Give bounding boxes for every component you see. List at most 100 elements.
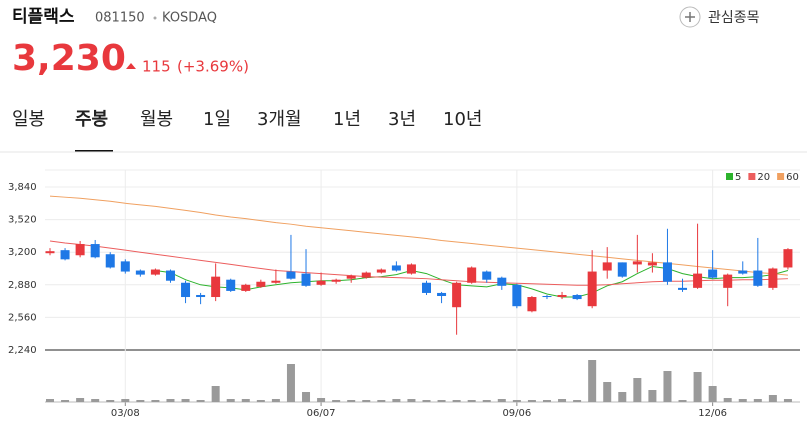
volume-bar xyxy=(211,386,220,402)
x-tick-label: 03/08 xyxy=(111,408,140,419)
candle-body xyxy=(572,294,582,300)
volume-bar xyxy=(136,400,145,402)
tab[interactable]: 일봉 xyxy=(12,109,45,130)
candle-body xyxy=(135,270,145,275)
candle-body xyxy=(60,250,70,260)
tab[interactable]: 1일 xyxy=(203,109,231,130)
candle-body xyxy=(256,281,266,287)
candle-body xyxy=(527,297,537,312)
ma-line xyxy=(49,240,788,286)
volume-bar xyxy=(151,400,160,402)
price: 3,230 xyxy=(12,38,126,79)
candle-body xyxy=(467,267,477,283)
separator-dot xyxy=(153,16,157,20)
volume-bar xyxy=(392,399,401,402)
volume-bar xyxy=(527,400,536,402)
watch-label[interactable]: 관심종목 xyxy=(708,10,760,26)
volume-bar xyxy=(633,378,642,402)
market: KOSDAQ xyxy=(162,11,217,26)
candle-body xyxy=(181,282,191,298)
x-tick-label: 06/07 xyxy=(307,408,336,419)
y-tick-label: 3,840 xyxy=(8,182,37,193)
volume-bar xyxy=(121,399,130,402)
up-arrow xyxy=(126,63,136,69)
volume-bar xyxy=(723,398,732,402)
legend-swatch xyxy=(748,173,756,180)
volume-bar xyxy=(61,400,70,402)
candle-body xyxy=(361,272,371,278)
legend-swatch xyxy=(777,173,785,180)
legend-label: 5 xyxy=(735,172,741,183)
legend-label: 20 xyxy=(757,172,770,183)
candle-body xyxy=(286,271,296,279)
volume-bar xyxy=(286,364,295,402)
plus-icon xyxy=(685,12,695,22)
x-tick-label: 09/06 xyxy=(502,408,531,419)
candle-body xyxy=(226,279,236,291)
tab[interactable]: 3개월 xyxy=(257,109,302,130)
candle-body xyxy=(271,280,281,283)
volume-bar xyxy=(542,400,551,402)
volume-bar xyxy=(708,386,717,402)
watch-button[interactable]: 관심종목 xyxy=(679,6,760,28)
candle-body xyxy=(241,284,251,291)
candle-body xyxy=(346,275,356,279)
change: 115 xyxy=(142,58,171,76)
candle-body xyxy=(90,244,100,258)
volume-bar xyxy=(693,372,702,402)
volume-bar xyxy=(271,399,280,402)
candle-body xyxy=(196,294,206,298)
candle-body xyxy=(662,262,672,282)
volume-bar xyxy=(588,360,597,402)
candle-body xyxy=(452,282,462,308)
candle-body xyxy=(632,261,642,265)
chart: 3,840 3,520 3,200 2,880 2,560 2,240 03/08 06/07… xyxy=(8,169,800,419)
volume-bar xyxy=(317,398,326,402)
candle-body xyxy=(437,292,447,297)
change-rate: (+3.69%) xyxy=(177,58,249,76)
tab[interactable]: 1년 xyxy=(333,109,361,130)
candle-body xyxy=(482,271,492,280)
volume-bar xyxy=(46,399,54,402)
y-tick-label: 2,880 xyxy=(8,280,37,291)
candle-body xyxy=(602,262,612,271)
candle-body xyxy=(783,249,793,268)
volume-bar xyxy=(497,399,506,402)
tab[interactable]: 10년 xyxy=(443,109,482,130)
volume-bar xyxy=(181,399,190,402)
volume-bar xyxy=(226,399,235,402)
candle-body xyxy=(557,294,567,298)
candle-body xyxy=(512,284,522,307)
candle-body xyxy=(75,244,85,256)
volume-bar xyxy=(362,400,371,402)
period-tabs: 일봉 주봉 월봉 1일 3개월 1년 3년 10년 xyxy=(12,109,482,152)
volume-bar xyxy=(241,399,250,402)
volume-bar xyxy=(377,400,386,402)
tab[interactable]: 월봉 xyxy=(140,109,173,130)
volume-bar xyxy=(347,400,356,402)
volume-bar xyxy=(663,371,672,402)
candle-body xyxy=(542,296,552,298)
volume-bar xyxy=(738,399,747,402)
volume-bar xyxy=(753,399,762,402)
candle-body xyxy=(45,251,55,254)
y-tick-label: 3,520 xyxy=(8,215,37,226)
candle-body xyxy=(768,268,778,288)
candle-body xyxy=(316,280,326,285)
tab[interactable]: 3년 xyxy=(388,109,416,130)
candle-body xyxy=(693,273,703,288)
y-tick-label: 3,200 xyxy=(8,247,37,258)
legend-label: 60 xyxy=(786,172,799,183)
candle-body xyxy=(708,269,718,278)
volume-bar xyxy=(573,400,582,402)
volume-bar xyxy=(603,382,612,402)
stock-code: 081150 xyxy=(95,11,145,26)
tab[interactable]: 주봉 xyxy=(75,109,108,130)
stock-name: 티플랙스 xyxy=(12,7,75,27)
volume-bar xyxy=(452,400,461,402)
volume-bar xyxy=(783,399,792,402)
candle-body xyxy=(331,279,341,282)
candle-body xyxy=(150,269,160,275)
candle-body xyxy=(617,262,627,277)
